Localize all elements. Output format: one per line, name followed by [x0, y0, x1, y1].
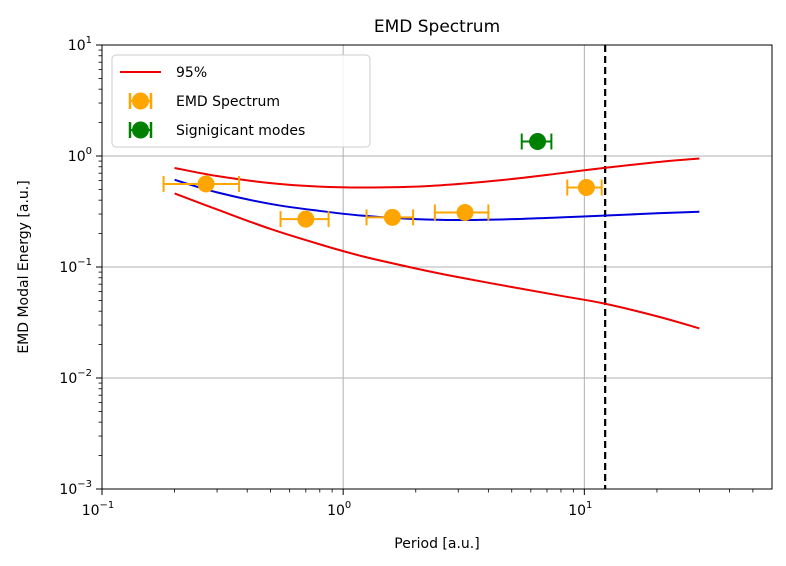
emd-spectrum-point	[279, 210, 330, 228]
marker	[577, 179, 595, 197]
legend-label: Signigicant modes	[176, 123, 305, 139]
data-points	[162, 133, 603, 228]
marker	[529, 133, 547, 151]
legend-label: EMD Spectrum	[176, 94, 280, 110]
axis-ticks: 10−1 100 101 10−3 10−2 10−1 100 101	[59, 35, 754, 519]
y-tick-label: 10−1	[59, 257, 92, 276]
upper-95-line	[174, 157, 700, 189]
chart-title: EMD Spectrum	[374, 17, 500, 37]
legend-marker	[132, 92, 149, 110]
marker	[456, 203, 474, 221]
legend-box	[111, 54, 371, 148]
emd-spectrum-point	[162, 175, 241, 193]
y-axis-label: EMD Modal Energy [a.u.]	[16, 180, 32, 353]
y-tick-label: 101	[68, 35, 92, 54]
legend-label: 95%	[176, 65, 207, 81]
legend-marker	[132, 121, 149, 139]
curve-lines	[174, 157, 700, 330]
x-tick-label: 101	[568, 500, 592, 519]
x-tick-label: 100	[327, 500, 351, 519]
lower-95-line	[174, 192, 700, 330]
emd-spectrum-point	[566, 179, 603, 197]
mean-line	[174, 178, 700, 222]
y-tick-label: 10−2	[59, 368, 92, 387]
y-tick-label: 10−3	[59, 479, 92, 498]
emd-spectrum-point	[365, 208, 415, 226]
significant-mode-point	[520, 133, 553, 151]
legend-item: EMD Spectrum	[128, 92, 280, 110]
marker	[197, 175, 215, 193]
emd-spectrum-point	[433, 203, 490, 221]
x-tick-label: 10−1	[82, 500, 115, 519]
y-tick-label: 100	[68, 146, 92, 165]
legend-item: Signigicant modes	[128, 121, 305, 139]
legend: 95% EMD Spectrum Signigicant modes	[111, 54, 371, 148]
marker	[297, 210, 315, 228]
x-axis-label: Period [a.u.]	[394, 536, 479, 552]
legend-item: 95%	[120, 65, 207, 81]
marker	[383, 208, 401, 226]
